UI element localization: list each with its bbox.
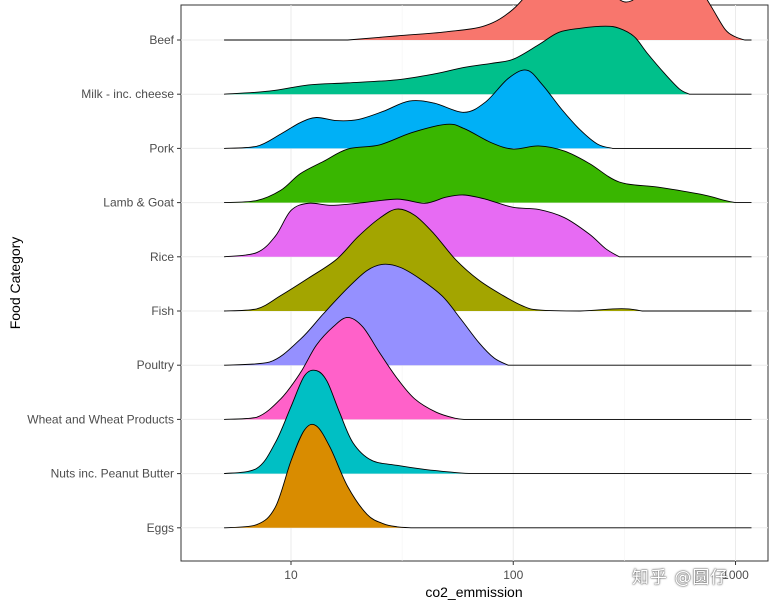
ridge-area-beef	[347, 0, 745, 40]
y-tick-label: Pork	[149, 141, 175, 155]
y-tick-label: Milk - inc. cheese	[81, 87, 174, 101]
ridge-outline-eggs	[224, 423, 752, 529]
ridge-outline-lamb-goat	[224, 123, 752, 204]
ridge-area-nuts-inc-peanut-butter	[224, 370, 472, 474]
ridge-outline-milk-inc-cheese	[224, 25, 752, 95]
ridge-outline-fish	[224, 208, 752, 312]
x-tick-label: 10	[284, 568, 298, 582]
ridge-area-milk-inc-cheese	[224, 26, 690, 95]
ridge-area-wheat-and-wheat-products	[224, 317, 464, 420]
x-axis-ticks: 10 100 1000	[284, 561, 749, 582]
ridge-area-fish	[224, 208, 643, 311]
ridge-area-eggs	[224, 424, 412, 528]
y-axis-ticks: Eggs Nuts inc. Peanut Butter Wheat and Whe…	[27, 33, 181, 535]
x-tick-label: 1000	[722, 568, 749, 582]
watermark: 知乎 @圆仔	[632, 568, 729, 588]
ridge-outline-beef	[224, 0, 752, 41]
y-tick-label: Eggs	[147, 521, 174, 535]
x-axis-title: co2_emmission	[425, 584, 522, 600]
ridges	[224, 0, 752, 529]
ridge-area-pork	[224, 69, 613, 149]
ridge-outline-wheat-and-wheat-products	[224, 316, 752, 420]
y-axis-title: Food Category	[7, 237, 23, 330]
y-tick-label: Poultry	[137, 358, 174, 372]
ridge-area-poultry	[224, 264, 509, 366]
y-tick-label: Nuts inc. Peanut Butter	[51, 467, 174, 481]
x-tick-label: 100	[503, 568, 523, 582]
ridge-outline-rice	[224, 194, 752, 258]
ridge-outline-pork	[224, 69, 752, 149]
y-tick-label: Rice	[150, 250, 174, 264]
ridge-area-lamb-goat	[224, 124, 736, 203]
y-tick-label: Beef	[149, 33, 174, 47]
y-tick-label: Lamb & Goat	[103, 196, 174, 210]
ridge-outline-poultry	[224, 263, 752, 366]
y-tick-label: Wheat and Wheat Products	[27, 412, 174, 426]
y-tick-label: Fish	[151, 304, 174, 318]
ridge-outline-nuts-inc-peanut-butter	[224, 369, 752, 475]
